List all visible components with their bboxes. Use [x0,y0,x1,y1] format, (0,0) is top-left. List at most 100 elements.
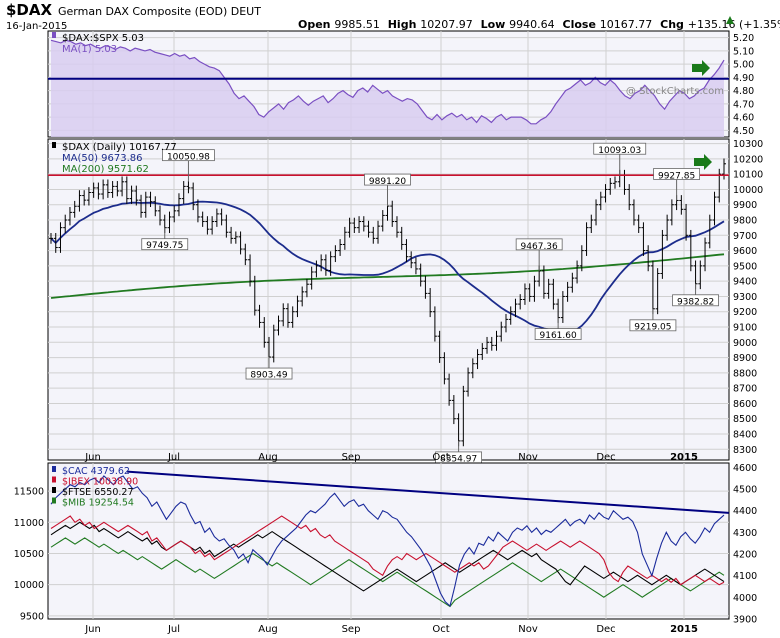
price-legend-swatch [52,142,56,148]
europe-left-tick-1: 11000 [14,518,44,529]
price-bar-65 [357,216,362,234]
europe-panel: 11500 11000 10500 10000 9500 4600 4500 4400 4300… [14,462,757,626]
price-bar-138 [703,237,708,272]
annotation-box-9 [653,168,701,180]
annotation-box-10 [672,294,719,307]
price-bar-111 [575,260,580,284]
price-bar-9 [91,182,96,198]
price-tick-17: 8600 [733,399,757,410]
europe-month-label-0: Jun [84,624,101,635]
price-bar-101 [527,283,532,302]
ma200-line [50,253,725,299]
ratio-legend-ma: MA(1) 5.03 [62,44,117,55]
price-bar-60 [333,245,338,263]
ratio-tick-3: 4.90 [733,73,754,84]
price-bar-49 [281,303,286,327]
annotation-box-7 [593,142,647,155]
price-bar-114 [589,214,594,234]
europe-month-label-2: Aug [258,624,278,635]
price-bar-76 [409,251,414,269]
europe-trend-line [127,470,729,514]
ratio-tick-0: 5.20 [733,33,754,44]
ratio-tick-4: 4.80 [733,86,754,97]
price-bar-48 [276,315,281,336]
price-bar-105 [546,278,551,299]
price-bar-40 [238,231,243,255]
price-tick-19: 8400 [733,430,757,441]
price-bar-95 [499,321,504,342]
price-bar-104 [541,265,546,299]
europe-legend-swatch-3 [52,497,56,504]
price-bar-15 [120,176,125,197]
price-tick-4: 9900 [733,200,757,211]
price-bar-37 [224,214,229,238]
price-bar-112 [579,245,584,272]
price-bar-13 [110,181,115,198]
europe-legend-1: $IBEX 10038.90 [62,477,138,488]
copyright-text: @ StockCharts.com [626,86,724,97]
annotation-label-9: 9927.85 [658,171,695,181]
price-bar-117 [603,184,608,203]
price-bar-134 [684,203,689,241]
price-legend-dax: $DAX (Daily) 10167.77 [62,142,177,153]
price-tick-11: 9200 [733,307,757,318]
price-bar-79 [423,275,428,299]
price-bar-3 [63,214,68,234]
price-month-label-0: Jun [84,452,101,463]
annotation-label-1: 10050.98 [167,153,210,163]
annotation-box-3 [364,173,411,186]
price-month-label-5: Nov [518,452,538,463]
price-bar-33 [205,216,210,235]
price-bar-12 [105,179,110,198]
ratio-line [50,39,725,125]
price-bar-92 [485,336,490,354]
price-bar-29 [186,181,191,194]
price-bar-137 [698,260,703,290]
ratio-legend-primary: $DAX:$SPX 5.03 [62,33,144,44]
price-bar-7 [82,190,87,206]
price-bar-67 [366,220,371,238]
ratio-panel: 5.20 5.10 5.00 4.90 4.80 4.70 4.60 4.50 $DAX:$SP… [47,30,754,138]
price-bar-62 [342,226,347,250]
price-bar-139 [707,214,712,249]
price-bar-6 [77,190,82,212]
europe-frame [47,462,730,620]
europe-legend-swatch-2 [52,487,56,493]
price-bar-89 [470,358,475,379]
price-bar-38 [229,226,234,244]
ratio-tick-7: 4.50 [733,126,754,137]
ratio-arrow-icon [692,60,710,76]
europe-right-tick-3: 4300 [733,528,757,539]
europe-right-tick-7: 3900 [733,615,757,626]
ohlc-readout: Open 9985.51 High 10207.97 Low 9940.64 C… [298,18,780,31]
price-tick-9: 9400 [733,277,757,288]
annotation-label-0: 9749.75 [146,241,183,251]
price-bar-63 [347,217,352,238]
europe-month-label-6: Dec [596,624,615,635]
europe-right-tick-0: 4600 [733,463,757,474]
price-legend-ma50: MA(50) 9673.86 [62,153,143,164]
ratio-tick-5: 4.70 [733,99,754,110]
price-tick-2: 10100 [733,170,763,181]
price-tick-16: 8700 [733,384,757,395]
annotation-box-2 [245,367,293,380]
price-month-label-2: Aug [258,452,278,463]
price-bar-68 [371,226,376,244]
ma50-line [50,200,725,334]
ratio-tick-2: 5.00 [733,60,754,71]
price-bar-124 [636,214,641,234]
index-name: German DAX Composite (EOD) DEUT [58,5,261,18]
price-bar-22 [153,196,158,217]
price-bar-54 [304,278,309,298]
price-bar-70 [380,210,385,232]
price-bar-66 [361,216,366,232]
ratio-tick-1: 5.10 [733,46,754,57]
price-bar-129 [660,229,665,279]
price-bar-88 [466,367,471,397]
price-frame [47,138,730,461]
price-bar-11 [101,179,106,200]
price-bar-69 [376,220,381,244]
price-bar-17 [129,185,134,204]
europe-month-label-1: Jul [167,624,180,635]
